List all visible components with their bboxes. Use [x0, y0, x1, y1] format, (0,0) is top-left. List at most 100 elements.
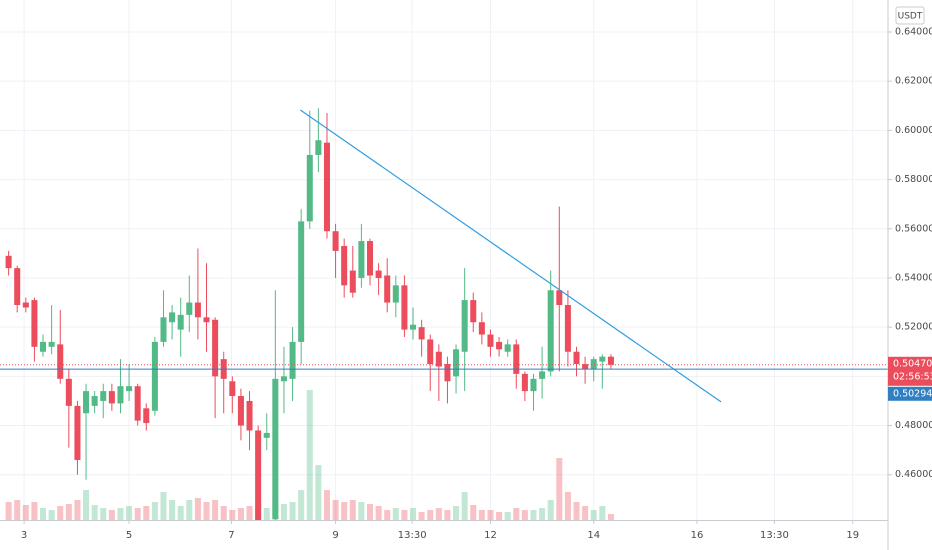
volume-bar — [590, 510, 597, 520]
candle-body — [229, 381, 236, 397]
currency: USDT — [898, 12, 923, 22]
candle-body — [590, 359, 597, 369]
candle-body — [237, 396, 244, 426]
candle-body — [435, 351, 442, 367]
volume-bar — [100, 508, 107, 520]
volume-bar — [487, 510, 494, 520]
x-tick-label: 13:30 — [760, 530, 789, 541]
volume-bar — [48, 510, 55, 520]
volume-bar — [384, 510, 391, 520]
volume-bar — [298, 490, 305, 520]
candle-body — [280, 376, 287, 382]
volume-bar — [521, 510, 528, 520]
volume-bar — [401, 510, 408, 520]
volume-bar — [470, 505, 477, 520]
volume-bar — [220, 506, 227, 520]
candle-body — [91, 396, 98, 406]
candle-body — [315, 140, 322, 155]
volume-bar — [392, 508, 399, 520]
candle-body — [14, 268, 21, 306]
candle-body — [83, 391, 90, 414]
volume-bar — [315, 465, 322, 520]
candle-body — [582, 364, 589, 369]
candle-body — [194, 302, 201, 318]
candle-body — [530, 378, 537, 392]
candle-body — [272, 378, 279, 520]
candle-body — [246, 400, 253, 431]
volume-bar — [547, 500, 554, 520]
candle-body — [298, 221, 305, 342]
candle-body — [392, 285, 399, 303]
candle-body — [358, 241, 365, 278]
x-tick-label: 3 — [21, 530, 27, 541]
candle-body — [186, 302, 193, 315]
x-tick-label: 5 — [126, 530, 132, 541]
volume-bar — [332, 500, 339, 520]
candle-body — [461, 300, 468, 352]
volume-bar — [306, 390, 313, 520]
candle-body — [143, 408, 150, 424]
candle-body — [108, 391, 115, 404]
volume-bar — [582, 506, 589, 520]
candle-body — [5, 255, 12, 269]
trendline — [299, 109, 722, 403]
volume-bar — [435, 508, 442, 520]
volume-bar — [194, 498, 201, 520]
candle-body — [556, 290, 563, 306]
candle-body — [306, 154, 313, 222]
candle-body — [169, 312, 176, 323]
y-tick-label: 0.62000 — [895, 76, 932, 87]
candle-body — [418, 327, 425, 340]
volume-bar — [229, 510, 236, 520]
volume-bar — [556, 458, 563, 520]
x-tick-label: 14 — [587, 530, 600, 541]
y-tick-label: 0.52000 — [895, 322, 932, 333]
candle-body — [599, 356, 606, 362]
candle-body — [401, 285, 408, 330]
candle-body — [177, 314, 184, 330]
ref-price-box — [888, 386, 932, 401]
volume-bar — [513, 508, 520, 520]
x-tick-label: 19 — [846, 530, 859, 541]
volume-bar — [117, 508, 124, 520]
last-price-label: 0.50470 — [893, 358, 932, 369]
candle-body — [57, 344, 64, 379]
volume-bar — [539, 508, 546, 520]
y-tick-label: 0.56000 — [895, 223, 932, 234]
candle-body — [366, 241, 374, 276]
volume-bar — [246, 506, 253, 520]
candle-body — [126, 386, 133, 392]
candle-body — [323, 142, 330, 232]
volume-bar — [31, 502, 38, 520]
candle-body — [384, 275, 391, 303]
candle-body — [521, 373, 528, 392]
candle-body — [427, 339, 434, 365]
volume-bar — [444, 510, 451, 520]
countdown-label: 02:56:53 — [893, 371, 932, 382]
candle-body — [607, 356, 614, 365]
volume-bar — [599, 506, 606, 520]
currency-box[interactable] — [895, 6, 925, 25]
volume-bar — [57, 506, 64, 520]
volume-bar — [289, 502, 296, 520]
candle-body — [539, 371, 546, 379]
candle-body — [203, 317, 210, 323]
candle-body — [341, 245, 348, 286]
volume-bar — [375, 506, 382, 520]
volume-bar — [453, 506, 460, 520]
candle-body — [547, 290, 554, 372]
volume-bar — [22, 505, 29, 520]
volume-bar — [366, 504, 374, 520]
y-tick-label: 0.54000 — [895, 272, 932, 283]
volume-bar — [358, 502, 365, 520]
volume-bar — [504, 512, 511, 520]
volume-bar — [151, 502, 158, 520]
y-tick-label: 0.64000 — [895, 26, 932, 37]
candle-body — [48, 341, 55, 347]
candle-body — [117, 386, 124, 404]
volume-bar — [65, 504, 72, 520]
volume-bar — [496, 512, 503, 520]
volume-bar — [134, 508, 141, 520]
candle-body — [134, 386, 141, 421]
last-price-box — [888, 356, 932, 386]
